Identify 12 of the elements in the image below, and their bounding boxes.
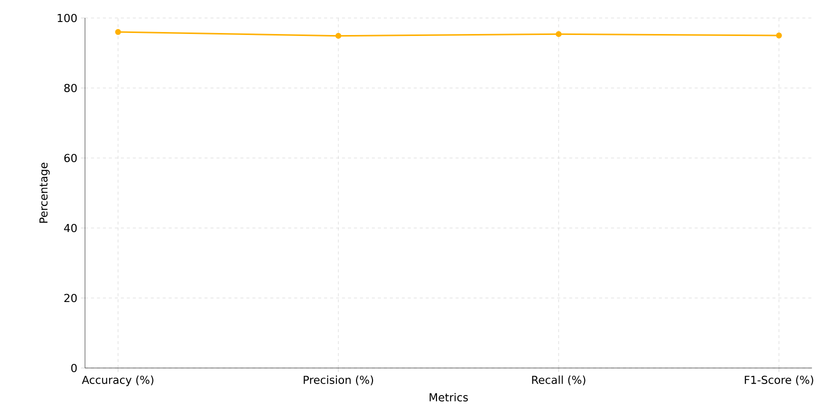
x-tick-label: Recall (%) [532,376,586,386]
y-tick-label: 20 [64,294,77,302]
y-tick-label: 60 [64,154,77,162]
y-tick-label: 80 [64,84,77,92]
y-tick-label: 100 [58,14,77,22]
x-tick-label: Precision (%) [304,376,374,386]
x-tick-label: F1-Score (%) [744,376,814,386]
y-tick-label: 0 [71,364,77,372]
x-tick-label: Accuracy (%) [82,376,154,386]
x-axis-title: Metrics [430,392,468,402]
y-tick-label: 40 [64,224,77,232]
y-axis-title: Percentage [39,162,50,223]
